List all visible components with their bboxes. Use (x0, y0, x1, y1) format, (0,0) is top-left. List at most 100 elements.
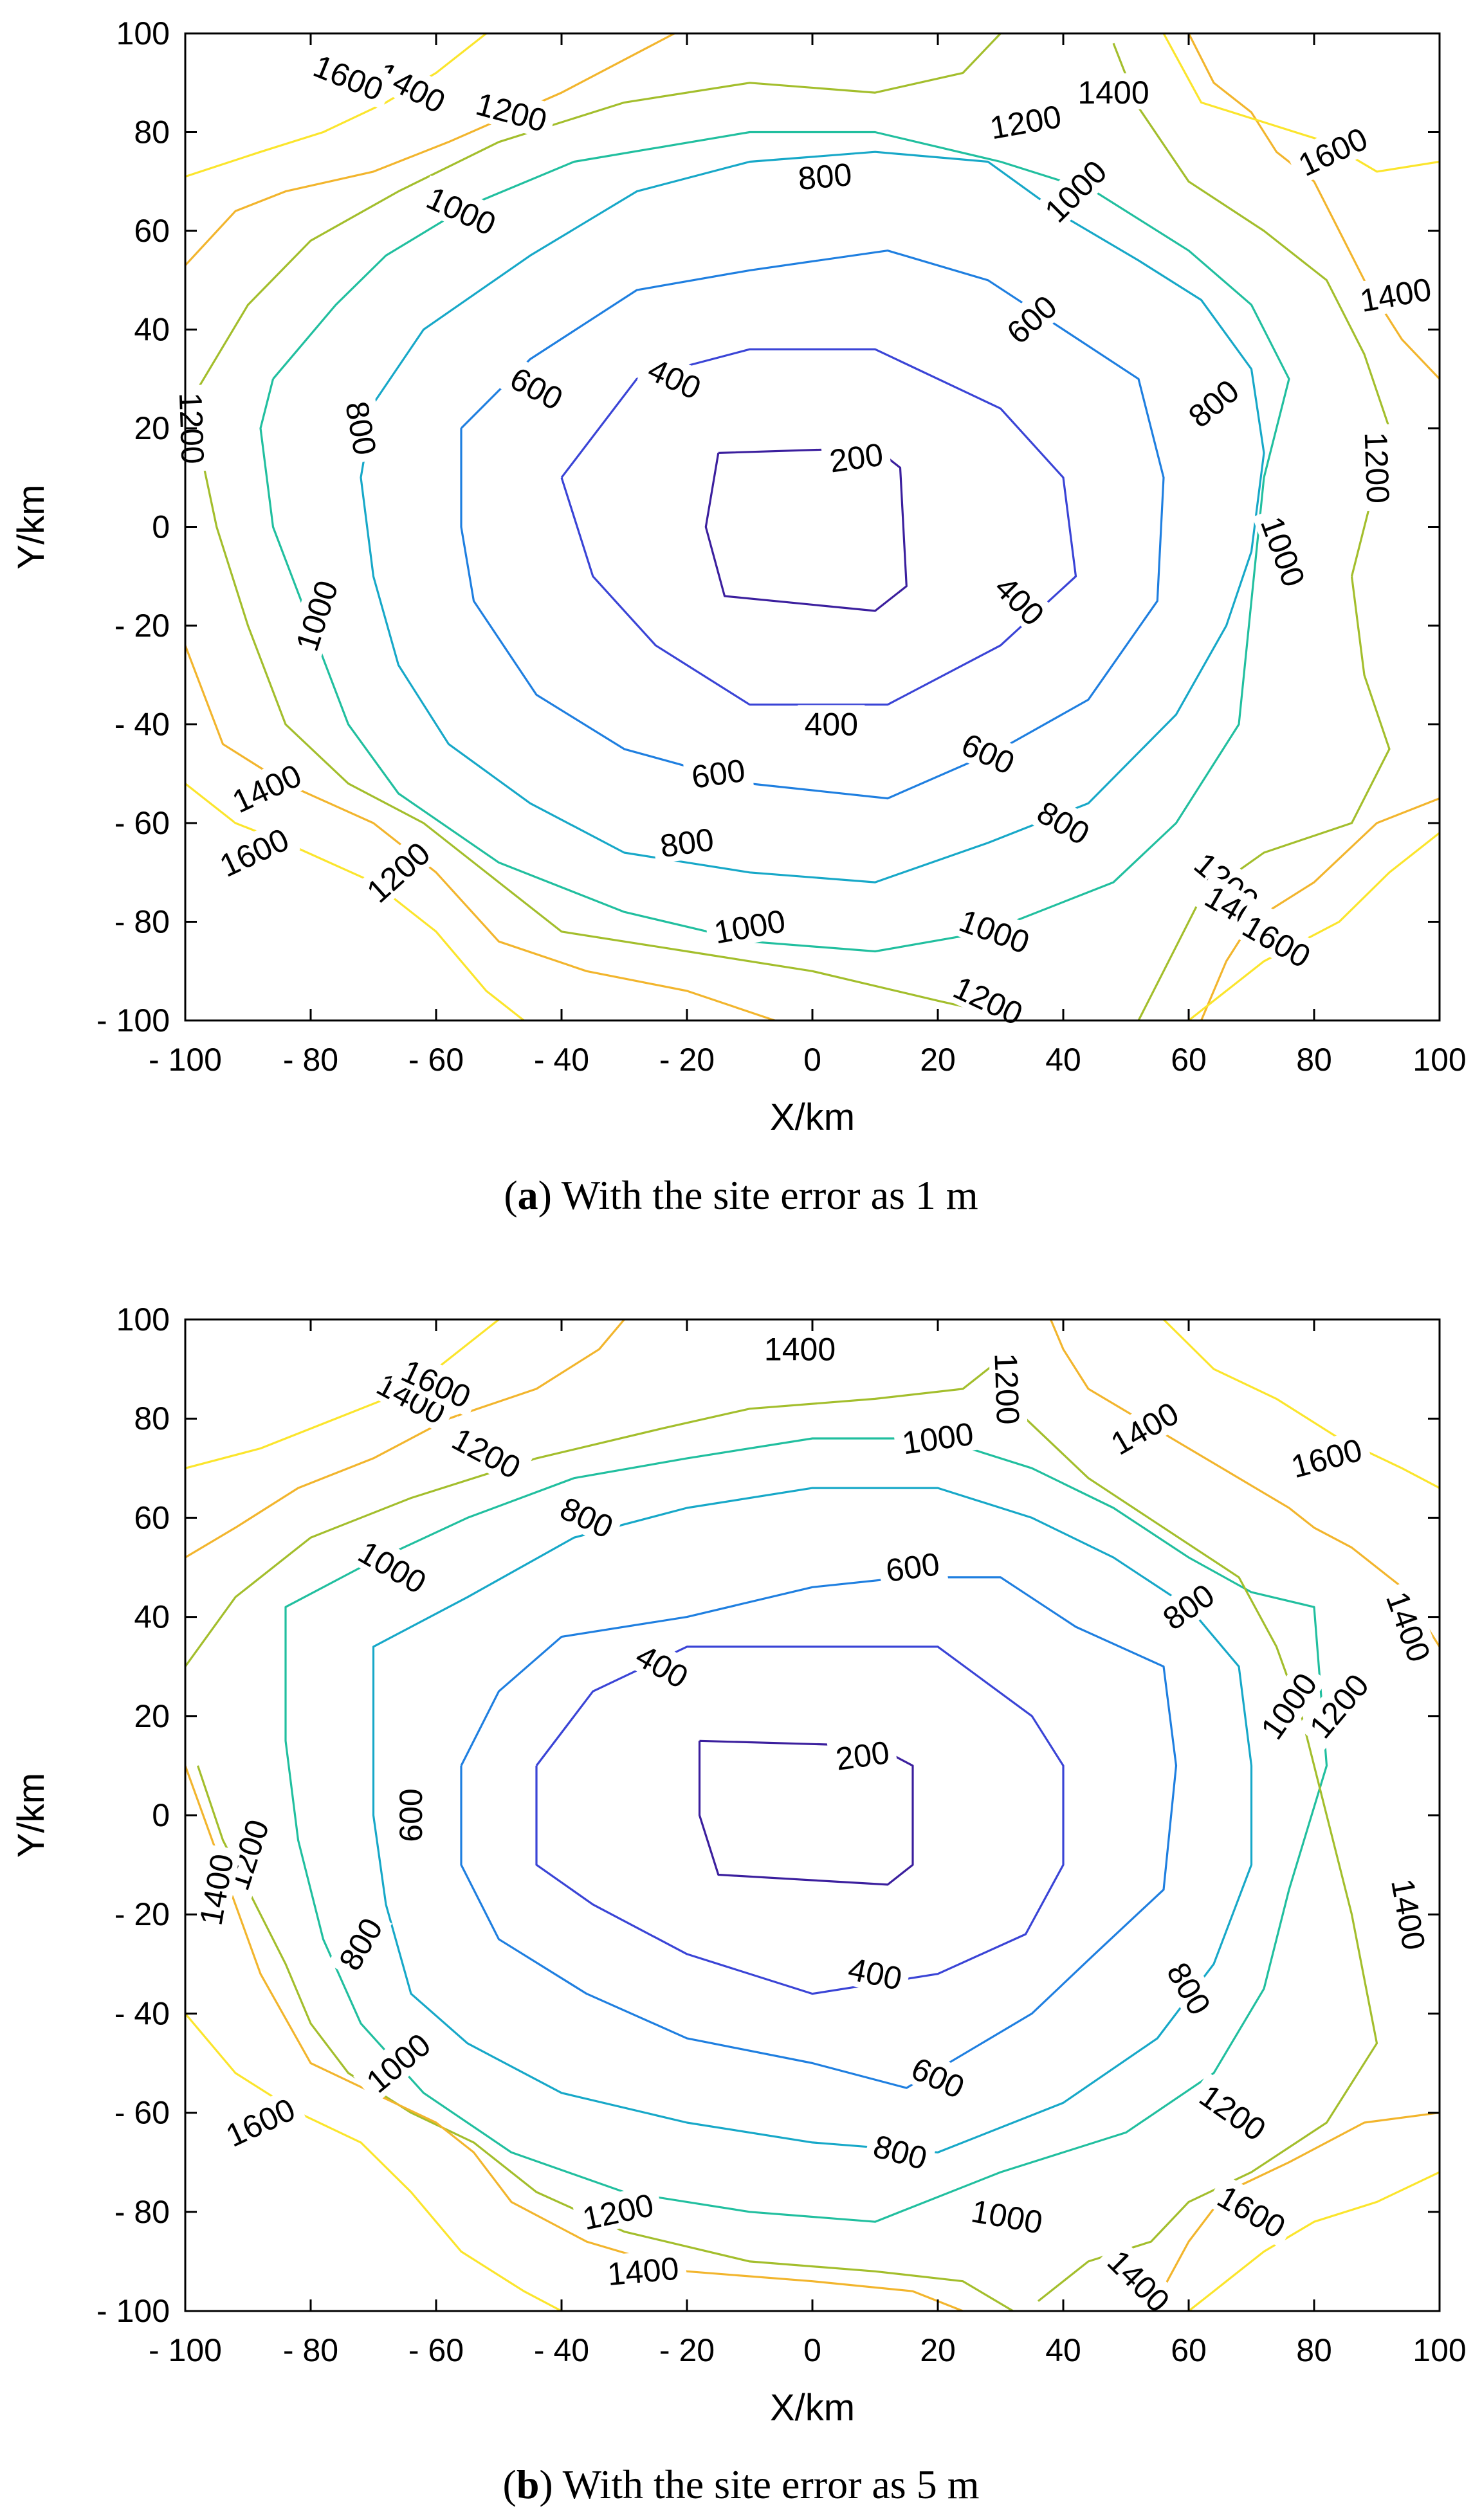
contour-label: 1400 (1097, 1390, 1191, 1465)
contour-label: 1200 (1187, 2072, 1279, 2152)
contour-lines (184, 32, 1441, 1022)
contour-line-1400 (185, 1318, 625, 1559)
contour-label: 800 (338, 392, 386, 464)
x-axis-label: X/km (770, 1096, 855, 1138)
contour-label-text: 1000 (421, 179, 501, 242)
x-tick-label: 100 (1413, 2332, 1466, 2368)
contour-label-text: 1200 (987, 98, 1064, 146)
x-tick-label: 80 (1296, 1042, 1332, 1078)
contour-label-text: 1400 (1357, 271, 1434, 319)
contour-label-text: 1400 (606, 2251, 681, 2292)
y-tick-label: 80 (134, 114, 170, 150)
contour-label-bg (213, 2087, 307, 2156)
contour-line-1600 (1162, 1318, 1440, 1489)
contour-label-bg (839, 1948, 912, 1997)
contour-label-text: 1200 (580, 2187, 657, 2237)
x-tick-label: - 20 (659, 2332, 715, 2368)
contour-line-400 (560, 348, 1077, 706)
contour-label-bg (863, 2125, 938, 2177)
contour-label-bg (392, 1782, 428, 1849)
contour-label: 600 (950, 722, 1027, 784)
caption-text: With the site error as 5 m (563, 2461, 980, 2507)
contour-label: 1600 (213, 2087, 307, 2156)
contour-label: 1200 (465, 82, 558, 140)
panel-b: 2004004006006006008008008008008001000100… (10, 1301, 1467, 2507)
axis-ticks: - 100 - 80 - 60 - 40 - 20 0 20 40 60 80 100 100 80 60… (96, 15, 1467, 1078)
x-tick-label: 20 (920, 2332, 956, 2368)
contour-label: 800 (1025, 790, 1102, 855)
x-tick-label: - 40 (534, 2332, 589, 2368)
contour-label-text: 1400 (193, 1851, 241, 1928)
x-tick-label: - 20 (659, 1042, 715, 1078)
contour-label-bg (704, 900, 795, 951)
contour-label-bg (798, 705, 865, 741)
contour-label-bg (338, 392, 386, 464)
x-axis-label: X/km (770, 2387, 855, 2429)
contour-label: 400 (798, 705, 865, 743)
contour-label-bg (1230, 903, 1324, 978)
contour-line-1200 (184, 1358, 1002, 1667)
contour-label-bg (1157, 1950, 1222, 2026)
contour-line-1400 (184, 645, 776, 1022)
contour-label-bg (572, 2184, 664, 2238)
y-tick-label: - 100 (96, 2293, 170, 2329)
contour-label-text: 1200 (1358, 431, 1396, 504)
x-tick-label: - 100 (149, 2332, 222, 2368)
contour-label-bg (365, 50, 459, 123)
y-tick-label: - 40 (114, 1995, 170, 2031)
contour-label-bg (390, 1348, 484, 1418)
contour-label-bg (365, 1361, 459, 1434)
contour-label-bg (440, 1416, 534, 1489)
contour-label: 1400 (190, 1844, 241, 1935)
contour-label: 1200 (942, 965, 1036, 1035)
contour-line-1200 (1112, 42, 1391, 577)
contour-label: 1000 (1031, 147, 1119, 234)
contour-label-bg (327, 1905, 392, 1982)
x-tick-label: 80 (1296, 2332, 1332, 2368)
y-tick-label: - 20 (114, 608, 170, 644)
contour-line-1600 (1162, 33, 1440, 173)
contour-label-bg (1025, 790, 1102, 855)
contour-label: 600 (994, 283, 1068, 355)
y-tick-label: - 80 (114, 2194, 170, 2230)
contour-label-text: 1200 (987, 1352, 1026, 1425)
contour-line-600 (460, 1576, 1178, 2089)
contour-label: 800 (863, 2125, 938, 2177)
contour-label: 1200 (980, 95, 1071, 147)
contour-label: 400 (637, 347, 713, 408)
contour-label-bg (790, 154, 860, 197)
contour-label: 400 (839, 1948, 912, 1997)
contour-label-bg (983, 563, 1057, 637)
contour-label-text: 1600 (1288, 1431, 1366, 1485)
contour-line-800 (360, 150, 1265, 884)
contour-label-bg (1285, 116, 1380, 186)
contour-label-bg (756, 1330, 843, 1366)
contour-label-bg (961, 2190, 1053, 2241)
contour-label-text: 800 (796, 156, 853, 197)
contour-label-bg (1296, 1660, 1380, 1750)
contour-label: 1200 (572, 2184, 664, 2238)
y-tick-label: 60 (134, 1500, 170, 1536)
axis-ticks: - 100 - 80 - 60 - 40 - 20 0 20 40 60 80 100 100 80 60… (96, 1301, 1467, 2368)
contour-line-1400 (1150, 2112, 1440, 2312)
y-tick-label: 20 (134, 1698, 170, 1734)
contour-label-bg (1384, 1869, 1435, 1960)
contour-label-bg (827, 1732, 899, 1777)
contour-label-bg (988, 1345, 1028, 1433)
contour-label: 1000 (892, 1413, 983, 1461)
contour-label-bg (415, 175, 509, 245)
contour-label-bg (1175, 367, 1250, 438)
contour-labels: 2004004006006006008008008008008001000100… (190, 1330, 1441, 2324)
x-tick-label: 60 (1171, 1042, 1207, 1078)
contour-line-1600 (184, 2013, 562, 2312)
contour-label-bg (980, 95, 1071, 147)
contour-label: 1000 (947, 898, 1042, 963)
contour-line-1400 (184, 32, 675, 266)
contour-line-1000 (259, 131, 1290, 953)
contour-label: 1600 (1285, 116, 1380, 186)
y-tick-label: 20 (134, 410, 170, 446)
contour-labels: 2004004004006006006006008008008008008001… (172, 44, 1441, 1035)
x-tick-label: 40 (1045, 2332, 1081, 2368)
contour-label: 1400 (1349, 268, 1441, 320)
